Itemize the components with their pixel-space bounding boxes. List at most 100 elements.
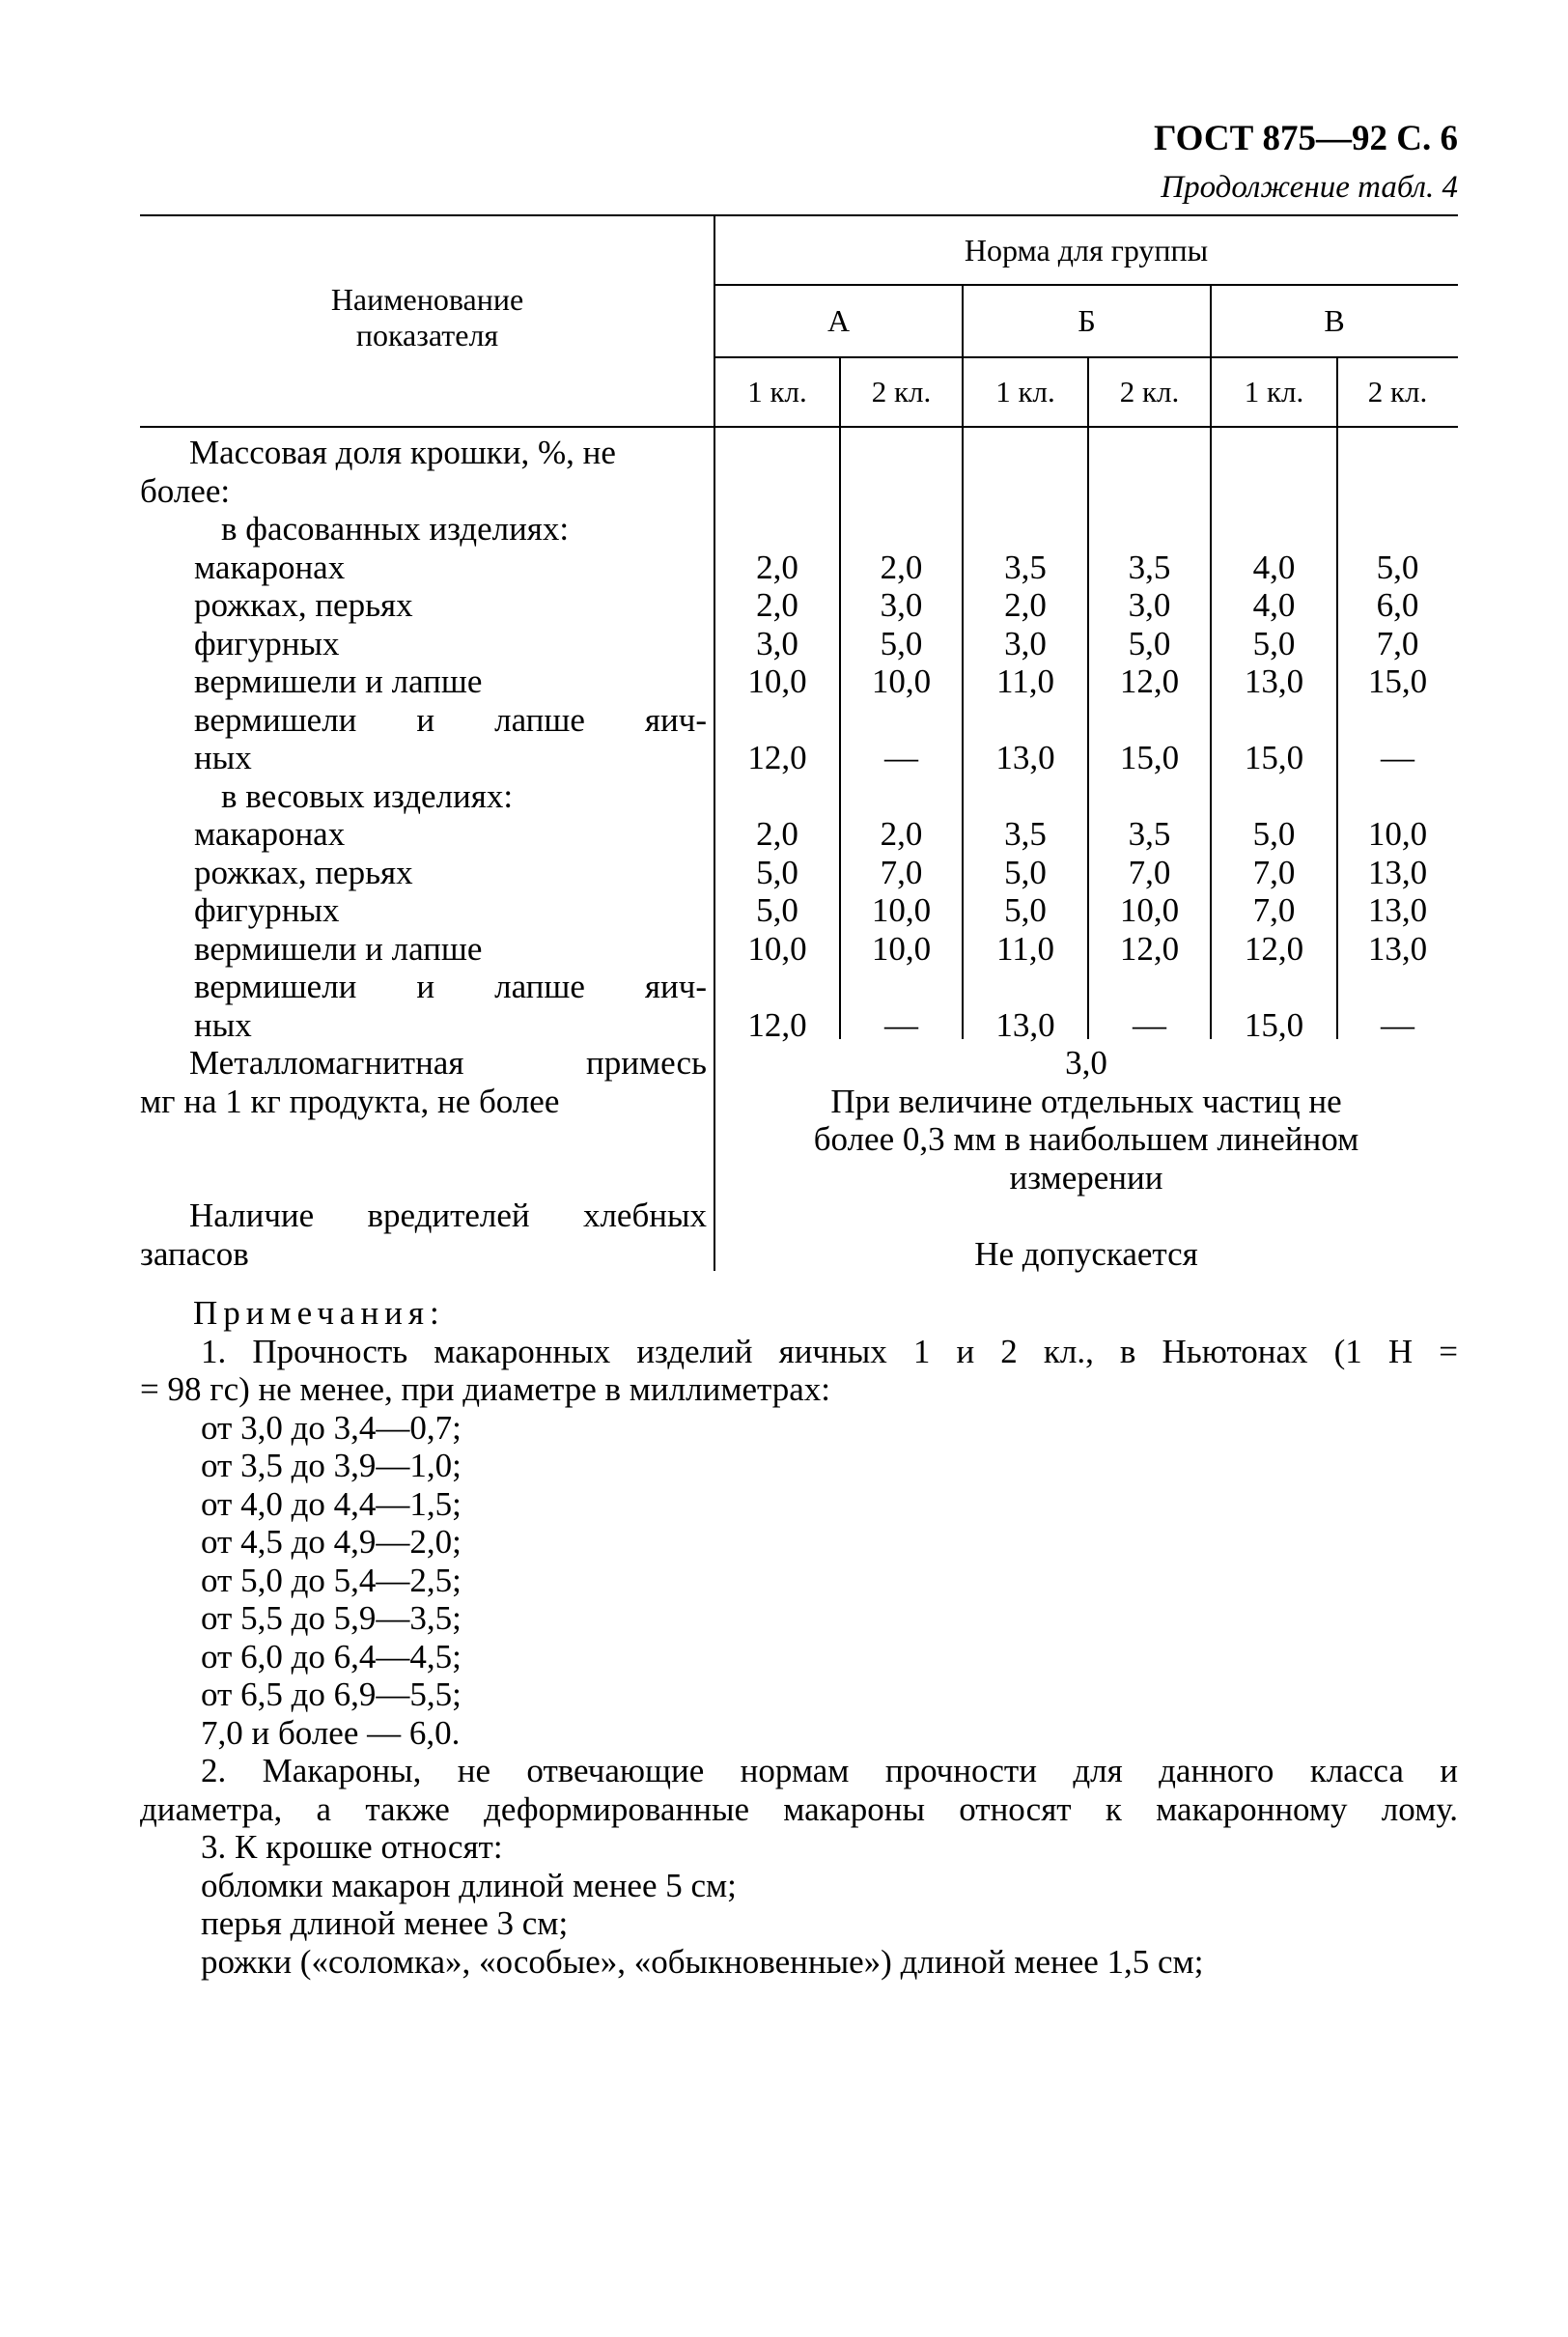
indicator-name: рожках, перьях xyxy=(194,853,413,891)
group-header: Норма для группы xyxy=(964,233,1209,267)
note-line: перья длиной менее 3 см; xyxy=(201,1904,569,1942)
value-cell: 13,0 xyxy=(1367,891,1428,929)
value-cell: 3,0 xyxy=(880,586,923,624)
value-cell: 13,0 xyxy=(995,1005,1055,1044)
indicator-name: вермишели и лапше яич- xyxy=(194,968,707,1005)
value-cell: 3,5 xyxy=(1004,815,1047,853)
indicator-name: вермишели и лапше xyxy=(194,662,483,700)
value-cell: 7,0 xyxy=(880,853,923,891)
value-cell: — xyxy=(884,739,918,776)
column-divider xyxy=(714,214,715,1271)
note-line: от 5,0 до 5,4—2,5; xyxy=(201,1561,462,1599)
value-cell: 2,0 xyxy=(880,548,923,586)
column-divider xyxy=(839,356,841,1039)
merged-value: При величине отдельных частиц не xyxy=(830,1082,1342,1120)
indicator-name: рожках, перьях xyxy=(194,586,413,624)
indicator-name: ных xyxy=(194,1005,252,1044)
value-cell: 3,0 xyxy=(1004,624,1047,662)
column-divider xyxy=(1210,284,1212,1039)
value-cell: 2,0 xyxy=(756,586,798,624)
value-cell: 5,0 xyxy=(1252,624,1296,662)
note-line: от 4,5 до 4,9—2,0; xyxy=(201,1523,462,1561)
document-reference: ГОСТ 875—92 С. 6 xyxy=(1154,119,1458,158)
value-cell: 11,0 xyxy=(996,662,1054,700)
table-top-rule xyxy=(140,214,1458,216)
header-bottom-rule xyxy=(140,426,1458,428)
value-cell: 12,0 xyxy=(1244,929,1304,968)
value-cell: 5,0 xyxy=(880,624,923,662)
indicator-name: фигурных xyxy=(194,624,340,662)
indicator-name: ных xyxy=(194,739,252,776)
note-line: 3. К крошке относят: xyxy=(201,1828,503,1866)
class-header: 1 кл. xyxy=(747,375,807,408)
note-line: от 5,5 до 5,9—3,5; xyxy=(201,1599,462,1637)
value-cell: 5,0 xyxy=(1252,815,1296,853)
indicator-name: вермишели и лапше яич- xyxy=(194,700,707,739)
value-cell: 2,0 xyxy=(756,548,798,586)
class-header: 1 кл. xyxy=(995,375,1055,408)
value-cell: 15,0 xyxy=(1119,739,1180,776)
value-cell: 6,0 xyxy=(1376,586,1419,624)
value-cell: 12,0 xyxy=(747,739,807,776)
note-line: от 6,5 до 6,9—5,5; xyxy=(201,1675,462,1713)
merged-value: измерении xyxy=(1009,1158,1163,1197)
value-cell: 7,0 xyxy=(1128,853,1171,891)
indicator-name: Металломагнитная примесь xyxy=(189,1044,707,1082)
notes-heading: Примечания: xyxy=(193,1294,445,1332)
header-rule xyxy=(714,284,1458,286)
header-rule xyxy=(714,356,1458,358)
value-cell: 5,0 xyxy=(1004,891,1047,929)
value-cell: 3,0 xyxy=(1128,586,1171,624)
value-cell: 2,0 xyxy=(1004,586,1047,624)
indicator-name: в фасованных изделиях: xyxy=(221,510,570,548)
note-line: от 3,0 до 3,4—0,7; xyxy=(201,1408,462,1447)
value-cell: — xyxy=(1133,1005,1166,1044)
value-cell: 5,0 xyxy=(1128,624,1171,662)
value-cell: 3,5 xyxy=(1128,815,1171,853)
indicator-name: макаронах xyxy=(194,548,346,586)
note-line: 2. Макароны, не отвечающие нормам прочно… xyxy=(201,1752,1458,1789)
value-cell: 11,0 xyxy=(996,929,1054,968)
note-line: рожки («соломка», «особые», «обыкновенны… xyxy=(201,1942,1204,1981)
value-cell: 10,0 xyxy=(747,662,807,700)
value-cell: 13,0 xyxy=(1367,929,1428,968)
column-divider xyxy=(1336,356,1338,1039)
indicator-name: вермишели и лапше xyxy=(194,929,483,968)
value-cell: 3,5 xyxy=(1004,548,1047,586)
note-line: от 4,0 до 4,4—1,5; xyxy=(201,1484,462,1523)
value-cell: 2,0 xyxy=(756,815,798,853)
merged-value: более 0,3 мм в наибольшем линейном xyxy=(813,1120,1359,1158)
indicator-header: показателя xyxy=(355,318,499,352)
table-continuation-label: Продолжение табл. 4 xyxy=(1161,170,1458,205)
value-cell: 5,0 xyxy=(756,853,798,891)
value-cell: 3,0 xyxy=(756,624,798,662)
class-header: 2 кл. xyxy=(1367,375,1428,408)
group-v: В xyxy=(1324,303,1345,338)
value-cell: 10,0 xyxy=(747,929,807,968)
value-cell: — xyxy=(1381,739,1414,776)
value-cell: 10,0 xyxy=(1367,815,1428,853)
note-line: диаметра, а также деформированные макаро… xyxy=(140,1789,1458,1828)
value-cell: 10,0 xyxy=(871,891,932,929)
value-cell: 12,0 xyxy=(1119,929,1180,968)
merged-value: 3,0 xyxy=(1065,1044,1107,1082)
note-line: 7,0 и более — 6,0. xyxy=(201,1713,461,1752)
indicator-name: Наличие вредителей хлебных xyxy=(189,1197,707,1234)
note-line: обломки макарон длиной менее 5 см; xyxy=(201,1866,737,1904)
value-cell: 7,0 xyxy=(1376,624,1419,662)
indicator-name: более: xyxy=(140,471,231,510)
note-line: 1. Прочность макаронных изделий яичных 1… xyxy=(201,1332,1458,1370)
column-divider xyxy=(1087,356,1089,1039)
value-cell: 13,0 xyxy=(1244,662,1304,700)
class-header: 1 кл. xyxy=(1244,375,1304,408)
indicator-name: мг на 1 кг продукта, не более xyxy=(140,1082,560,1120)
indicator-name: фигурных xyxy=(194,891,340,929)
merged-value: Не допускается xyxy=(974,1234,1198,1273)
value-cell: 12,0 xyxy=(1119,662,1180,700)
value-cell: 10,0 xyxy=(871,662,932,700)
note-line: от 3,5 до 3,9—1,0; xyxy=(201,1447,462,1484)
class-header: 2 кл. xyxy=(871,375,932,408)
value-cell: 13,0 xyxy=(995,739,1055,776)
value-cell: 15,0 xyxy=(1367,662,1428,700)
indicator-name: Массовая доля крошки, %, не xyxy=(189,434,616,471)
